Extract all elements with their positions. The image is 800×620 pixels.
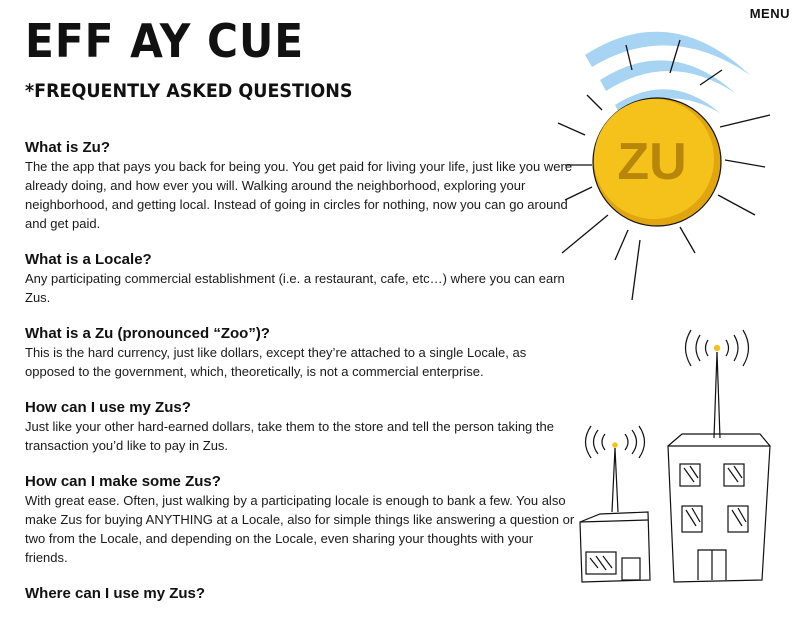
faq-answer: The the app that pays you back for being…: [25, 159, 573, 231]
tall-building: [667, 433, 771, 583]
menu-button[interactable]: MENU: [749, 6, 790, 21]
faq-item: What is a Locale? Any participating comm…: [25, 250, 575, 307]
faq-question: Where can I use my Zus?: [25, 585, 206, 602]
faq-answer: This is the hard currency, just like dol…: [25, 345, 527, 379]
faq-answer: Just like your other hard-earned dollars…: [25, 419, 554, 453]
signal-waves-icon: [584, 425, 646, 459]
zu-coin: ZU: [592, 97, 722, 227]
faq-question: How can I use my Zus?: [25, 399, 191, 416]
beacon-icon: [713, 344, 721, 352]
faq-question: How can I make some Zus?: [25, 473, 221, 490]
coin-label: ZU: [617, 133, 686, 191]
faq-item: What is Zu? The the app that pays you ba…: [25, 138, 575, 233]
faq-question: What is a Zu (pronounced “Zoo”)?: [25, 325, 270, 342]
faq-answer: Any participating commercial establishme…: [25, 271, 565, 305]
faq-item: Where can I use my Zus?: [25, 584, 575, 603]
faq-question: What is a Locale?: [25, 251, 152, 268]
faq-answer: With great ease. Often, just walking by …: [25, 493, 575, 565]
zu-coin-illustration: ZU: [557, 31, 771, 301]
faq-item: How can I make some Zus? With great ease…: [25, 472, 575, 567]
faq-item: How can I use my Zus? Just like your oth…: [25, 398, 575, 455]
buildings-illustration: [579, 329, 771, 583]
faq-question: What is Zu?: [25, 139, 110, 156]
small-building: [579, 511, 651, 583]
signal-arcs: [585, 31, 750, 115]
beacon-icon: [612, 442, 618, 448]
sun-rays: [557, 39, 771, 301]
signal-waves-icon: [684, 329, 750, 367]
page-title: EFF AY CUE: [25, 14, 305, 68]
faq-item: What is a Zu (pronounced “Zoo”)? This is…: [25, 324, 575, 381]
faq-list: What is Zu? The the app that pays you ba…: [25, 138, 575, 620]
page-subtitle: *FREQUENTLY ASKED QUESTIONS: [25, 80, 353, 102]
